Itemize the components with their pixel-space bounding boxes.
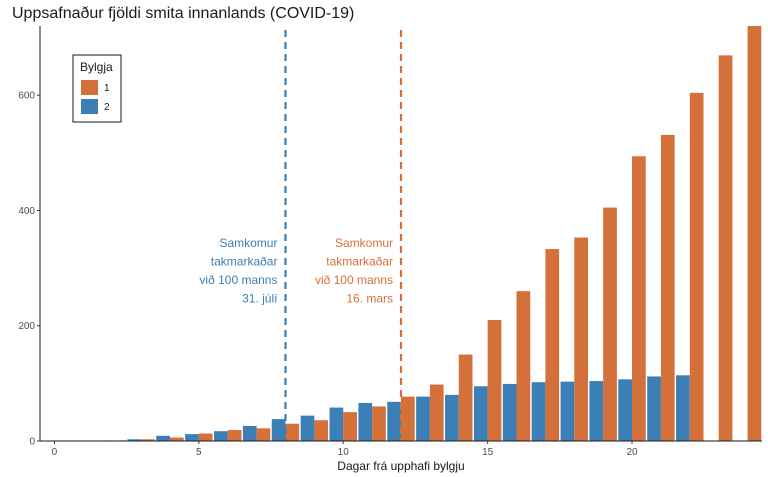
bar-series-1-day-5 [198,433,213,441]
bar-series-2-day-15 [473,386,488,441]
bar-series-1-day-7 [256,428,271,441]
x-axis-title: Dagar frá upphafi bylgju [337,459,464,473]
legend-label-2: 2 [104,102,110,113]
legend-label-1: 1 [104,83,110,94]
annotation-1-line-1: Samkomur [219,236,277,250]
legend: Bylgja 1 2 [72,54,122,123]
bar-series-2-day-13 [416,396,430,441]
axes-layer: 0 200 400 600 0 5 10 15 20 [18,26,762,458]
bar-series-1-day-11 [372,406,386,441]
y-tick-label: 0 [29,437,35,448]
annotation-2-line-4: 16. mars [346,292,393,306]
y-tick-label: 200 [18,321,35,332]
annotation-2-line-3: við 100 manns [315,273,393,287]
bar-series-1-day-6 [227,430,242,441]
bar-series-2-day-22 [676,375,690,441]
x-tick-label: 15 [482,447,494,458]
bar-series-2-day-16 [502,383,517,441]
y-tick-label: 600 [18,91,35,102]
annotation-1-line-3: við 100 manns [199,273,277,287]
bar-series-2-day-5 [185,434,199,441]
bar-series-1-day-20 [632,156,646,441]
bar-series-1-day-17 [545,249,560,441]
y-tick-label: 400 [18,206,35,217]
bar-series-1-day-13 [429,384,444,441]
legend-swatch-2 [81,99,98,114]
bar-series-2-day-14 [445,394,459,441]
bar-series-2-day-10 [329,407,344,441]
bar-series-2-day-21 [647,376,661,441]
bar-series-1-day-21 [660,134,675,441]
x-tick-label: 0 [52,447,58,458]
x-tick-label: 5 [196,447,202,458]
bar-series-1-day-19 [603,207,617,441]
bar-series-2-day-12 [387,401,401,441]
bar-series-2-day-7 [242,426,257,441]
bar-series-2-day-19 [589,381,604,441]
bar-series-2-day-8 [271,419,286,441]
legend-title: Bylgja [80,60,113,74]
bar-series-1-day-15 [487,319,502,441]
bar-series-2-day-4 [156,435,170,441]
bar-series-1-day-14 [458,354,473,441]
bar-series-2-day-3 [127,439,142,441]
bar-series-1-day-23 [718,55,733,441]
bar-series-2-day-11 [358,402,373,441]
bar-series-1-day-12 [401,396,415,441]
bar-series-1-day-18 [574,237,588,441]
bar-series-2-day-17 [531,382,546,441]
bar-series-2-day-20 [618,379,633,441]
bar-series-1-day-24 [747,26,762,441]
legend-swatch-1 [81,80,98,95]
x-tick-label: 20 [626,447,638,458]
bar-series-1-day-10 [343,412,357,441]
bar-series-1-day-16 [516,291,531,441]
x-tick-label: 10 [338,447,350,458]
bar-series-1-day-4 [169,437,184,441]
bar-series-2-day-18 [560,381,575,441]
bar-series-1-day-9 [314,420,329,441]
chart-title: Uppsafnaður fjöldi smita innanlands (COV… [12,5,354,22]
annotation-1-line-4: 31. júlí [242,292,278,306]
bar-series-1-day-8 [285,423,300,441]
bar-series-1-day-3 [141,439,155,441]
annotations-layer: Samkomur takmarkaðar við 100 manns 31. júlí… [199,236,393,306]
annotation-2-line-1: Samkomur [335,236,393,250]
bar-series-2-day-9 [300,415,315,441]
bar-series-2-day-6 [214,431,228,441]
annotation-1-line-2: takmarkaðar [211,255,278,269]
bars-layer [98,26,762,441]
reference-lines-layer [284,30,403,441]
annotation-2-line-2: takmarkaðar [326,255,393,269]
bar-series-1-day-22 [689,92,704,441]
